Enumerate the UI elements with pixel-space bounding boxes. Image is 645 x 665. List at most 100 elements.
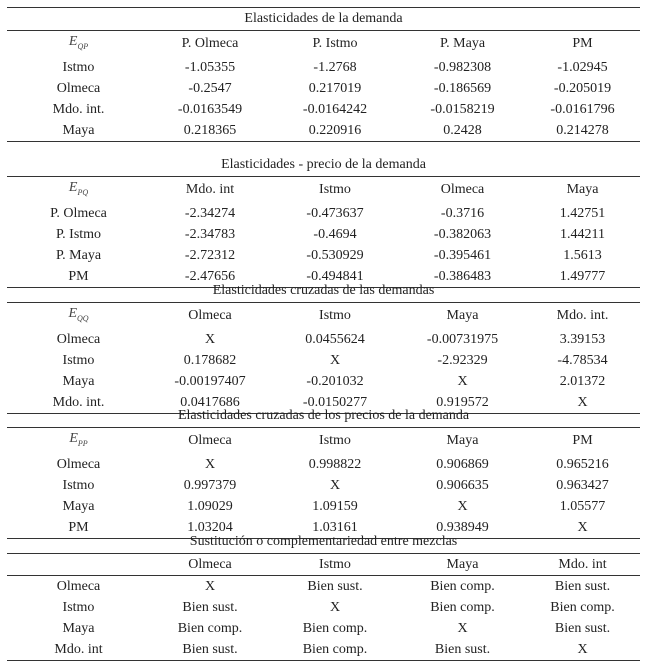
table-row: Olmeca X 0.0455624 -0.00731975 3.39153 — [7, 329, 640, 350]
table-row: P. Olmeca -2.34274 -0.473637 -0.3716 1.42751 — [7, 203, 640, 224]
elasticity-symbol: EQP — [7, 31, 150, 57]
table-row: P. Maya -2.72312 -0.530929 -0.395461 1.5613 — [7, 245, 640, 266]
table-cell: X — [329, 600, 341, 615]
table-cell: 1.42751 — [559, 205, 606, 221]
table-cell: -4.78534 — [557, 352, 608, 368]
elasticity-symbol: EPP — [7, 428, 150, 454]
table-cell: X — [457, 373, 468, 389]
elasticity-symbol — [7, 553, 150, 576]
column-header: Olmeca — [188, 308, 232, 324]
column-header-row: Olmeca Istmo Maya Mdo. int — [7, 553, 641, 576]
table-section: Elasticidades cruzadas de los precios de… — [7, 405, 641, 539]
table-row: Olmeca X 0.998822 0.906869 0.965216 — [7, 454, 640, 475]
table-cell: 1.09159 — [312, 498, 358, 514]
section-title-row: Elasticidades de la demanda — [7, 7, 641, 31]
row-label: Maya — [62, 373, 95, 389]
table-cell: Bien sust. — [150, 639, 270, 661]
table-cell: -0.00197407 — [174, 373, 246, 389]
table-cell: 1.5613 — [563, 247, 602, 263]
column-header: PM — [572, 433, 593, 449]
table-cell: -1.05355 — [184, 59, 236, 75]
table-cell: -0.00731975 — [426, 331, 499, 347]
table-cell: Bien sust. — [307, 579, 363, 594]
column-header: Maya — [446, 308, 479, 324]
table-cell: X — [329, 477, 341, 493]
table-section: Elasticidades de la demanda EQP P. Olmeca P… — [7, 7, 641, 142]
table-cell: 0.214278 — [525, 119, 641, 142]
table-cell: 0.218365 — [150, 119, 270, 142]
symbol-base: E — [68, 180, 78, 195]
elasticity-table: Elasticidades - precio de la demanda EPQ M… — [7, 154, 641, 288]
column-header: PM — [572, 36, 593, 52]
column-header: Mdo. int. — [556, 308, 609, 324]
table-cell: 2.01372 — [559, 373, 606, 389]
table-cell: -2.34783 — [184, 226, 236, 242]
table-section: Sustitución o complementariedad entre me… — [7, 531, 641, 661]
table-cell: -0.4694 — [313, 226, 357, 242]
elasticity-table: Elasticidades cruzadas de los precios de… — [7, 405, 641, 539]
table-cell: 1.09029 — [187, 498, 233, 514]
column-header-row: EQP P. Olmeca P. Istmo P. Maya PM — [7, 31, 640, 57]
table-row: Istmo 0.997379 X 0.906635 0.963427 — [7, 475, 640, 496]
column-header: Maya — [566, 182, 599, 198]
row-label: Olmeca — [56, 579, 101, 594]
symbol-subscript: PQ — [77, 187, 89, 197]
table-cell: Bien comp. — [302, 621, 368, 636]
symbol-base: E — [69, 431, 78, 446]
table-cell: -0.473637 — [306, 205, 364, 221]
symbol-subscript: PP — [77, 438, 88, 448]
table-cell: Bien comp. — [430, 579, 495, 594]
elasticity-symbol: EQQ — [7, 303, 150, 329]
table-cell: -0.0161796 — [550, 101, 615, 117]
column-header: Maya — [446, 433, 479, 449]
table-cell: -0.186569 — [433, 80, 492, 96]
column-header: P. Maya — [439, 36, 486, 52]
row-label: P. Olmeca — [50, 205, 107, 221]
row-label: Maya — [7, 119, 150, 142]
table-cell: -1.2768 — [313, 59, 357, 75]
elasticity-table: Elasticidades cruzadas de las demandas EQ… — [7, 280, 641, 414]
table-row: Olmeca -0.2547 0.217019 -0.186569 -0.205019 — [7, 78, 640, 99]
table-cell: X — [204, 331, 216, 347]
column-header: Mdo. int — [525, 553, 641, 576]
elasticity-symbol: EPQ — [7, 177, 150, 203]
column-header: P. Istmo — [312, 36, 358, 52]
column-header: Maya — [400, 553, 525, 576]
symbol-base: E — [68, 306, 77, 321]
table-cell: Bien comp. — [177, 621, 243, 636]
column-header: Istmo — [270, 553, 400, 576]
table-cell: 0.217019 — [308, 80, 362, 96]
column-header: Istmo — [319, 433, 351, 449]
table-row: Maya 0.218365 0.220916 0.2428 0.214278 — [7, 119, 641, 142]
table-cell: 0.906869 — [436, 456, 489, 472]
table-section: Elasticidades - precio de la demanda EPQ M… — [7, 154, 641, 288]
table-cell: -2.92329 — [437, 352, 488, 368]
table-cell: 0.997379 — [183, 477, 237, 493]
table-cell: -2.72312 — [184, 247, 236, 263]
table-cell: 0.998822 — [308, 456, 362, 472]
section-title: Elasticidades cruzadas de los precios de… — [7, 405, 641, 428]
row-label: Istmo — [62, 477, 95, 493]
table-cell: 0.0455624 — [305, 331, 365, 347]
table-cell: -0.395461 — [433, 247, 492, 263]
row-label: Istmo — [62, 352, 95, 368]
row-label: Maya — [62, 498, 95, 514]
table-cell: X — [204, 456, 216, 472]
table-cell: 0.965216 — [556, 456, 609, 472]
table-cell: 1.05577 — [559, 498, 606, 514]
table-section: Elasticidades cruzadas de las demandas EQ… — [7, 280, 641, 414]
table-cell: X — [457, 621, 468, 636]
table-cell: -0.201032 — [306, 373, 364, 389]
table-cell: Bien comp. — [270, 639, 400, 661]
table-cell: X — [329, 352, 341, 368]
column-header: P. Olmeca — [181, 36, 239, 52]
table-cell: Bien sust. — [554, 579, 611, 594]
table-cell: X — [525, 639, 641, 661]
symbol-subscript: QQ — [77, 313, 89, 323]
column-header: Istmo — [319, 182, 351, 198]
row-label: Mdo. int. — [52, 101, 105, 117]
table-row: P. Istmo -2.34783 -0.4694 -0.382063 1.44211 — [7, 224, 640, 245]
table-cell: -0.530929 — [306, 247, 364, 263]
row-label: Istmo — [62, 600, 95, 615]
table-row: Maya Bien comp. Bien comp. X Bien sust. — [7, 618, 640, 639]
